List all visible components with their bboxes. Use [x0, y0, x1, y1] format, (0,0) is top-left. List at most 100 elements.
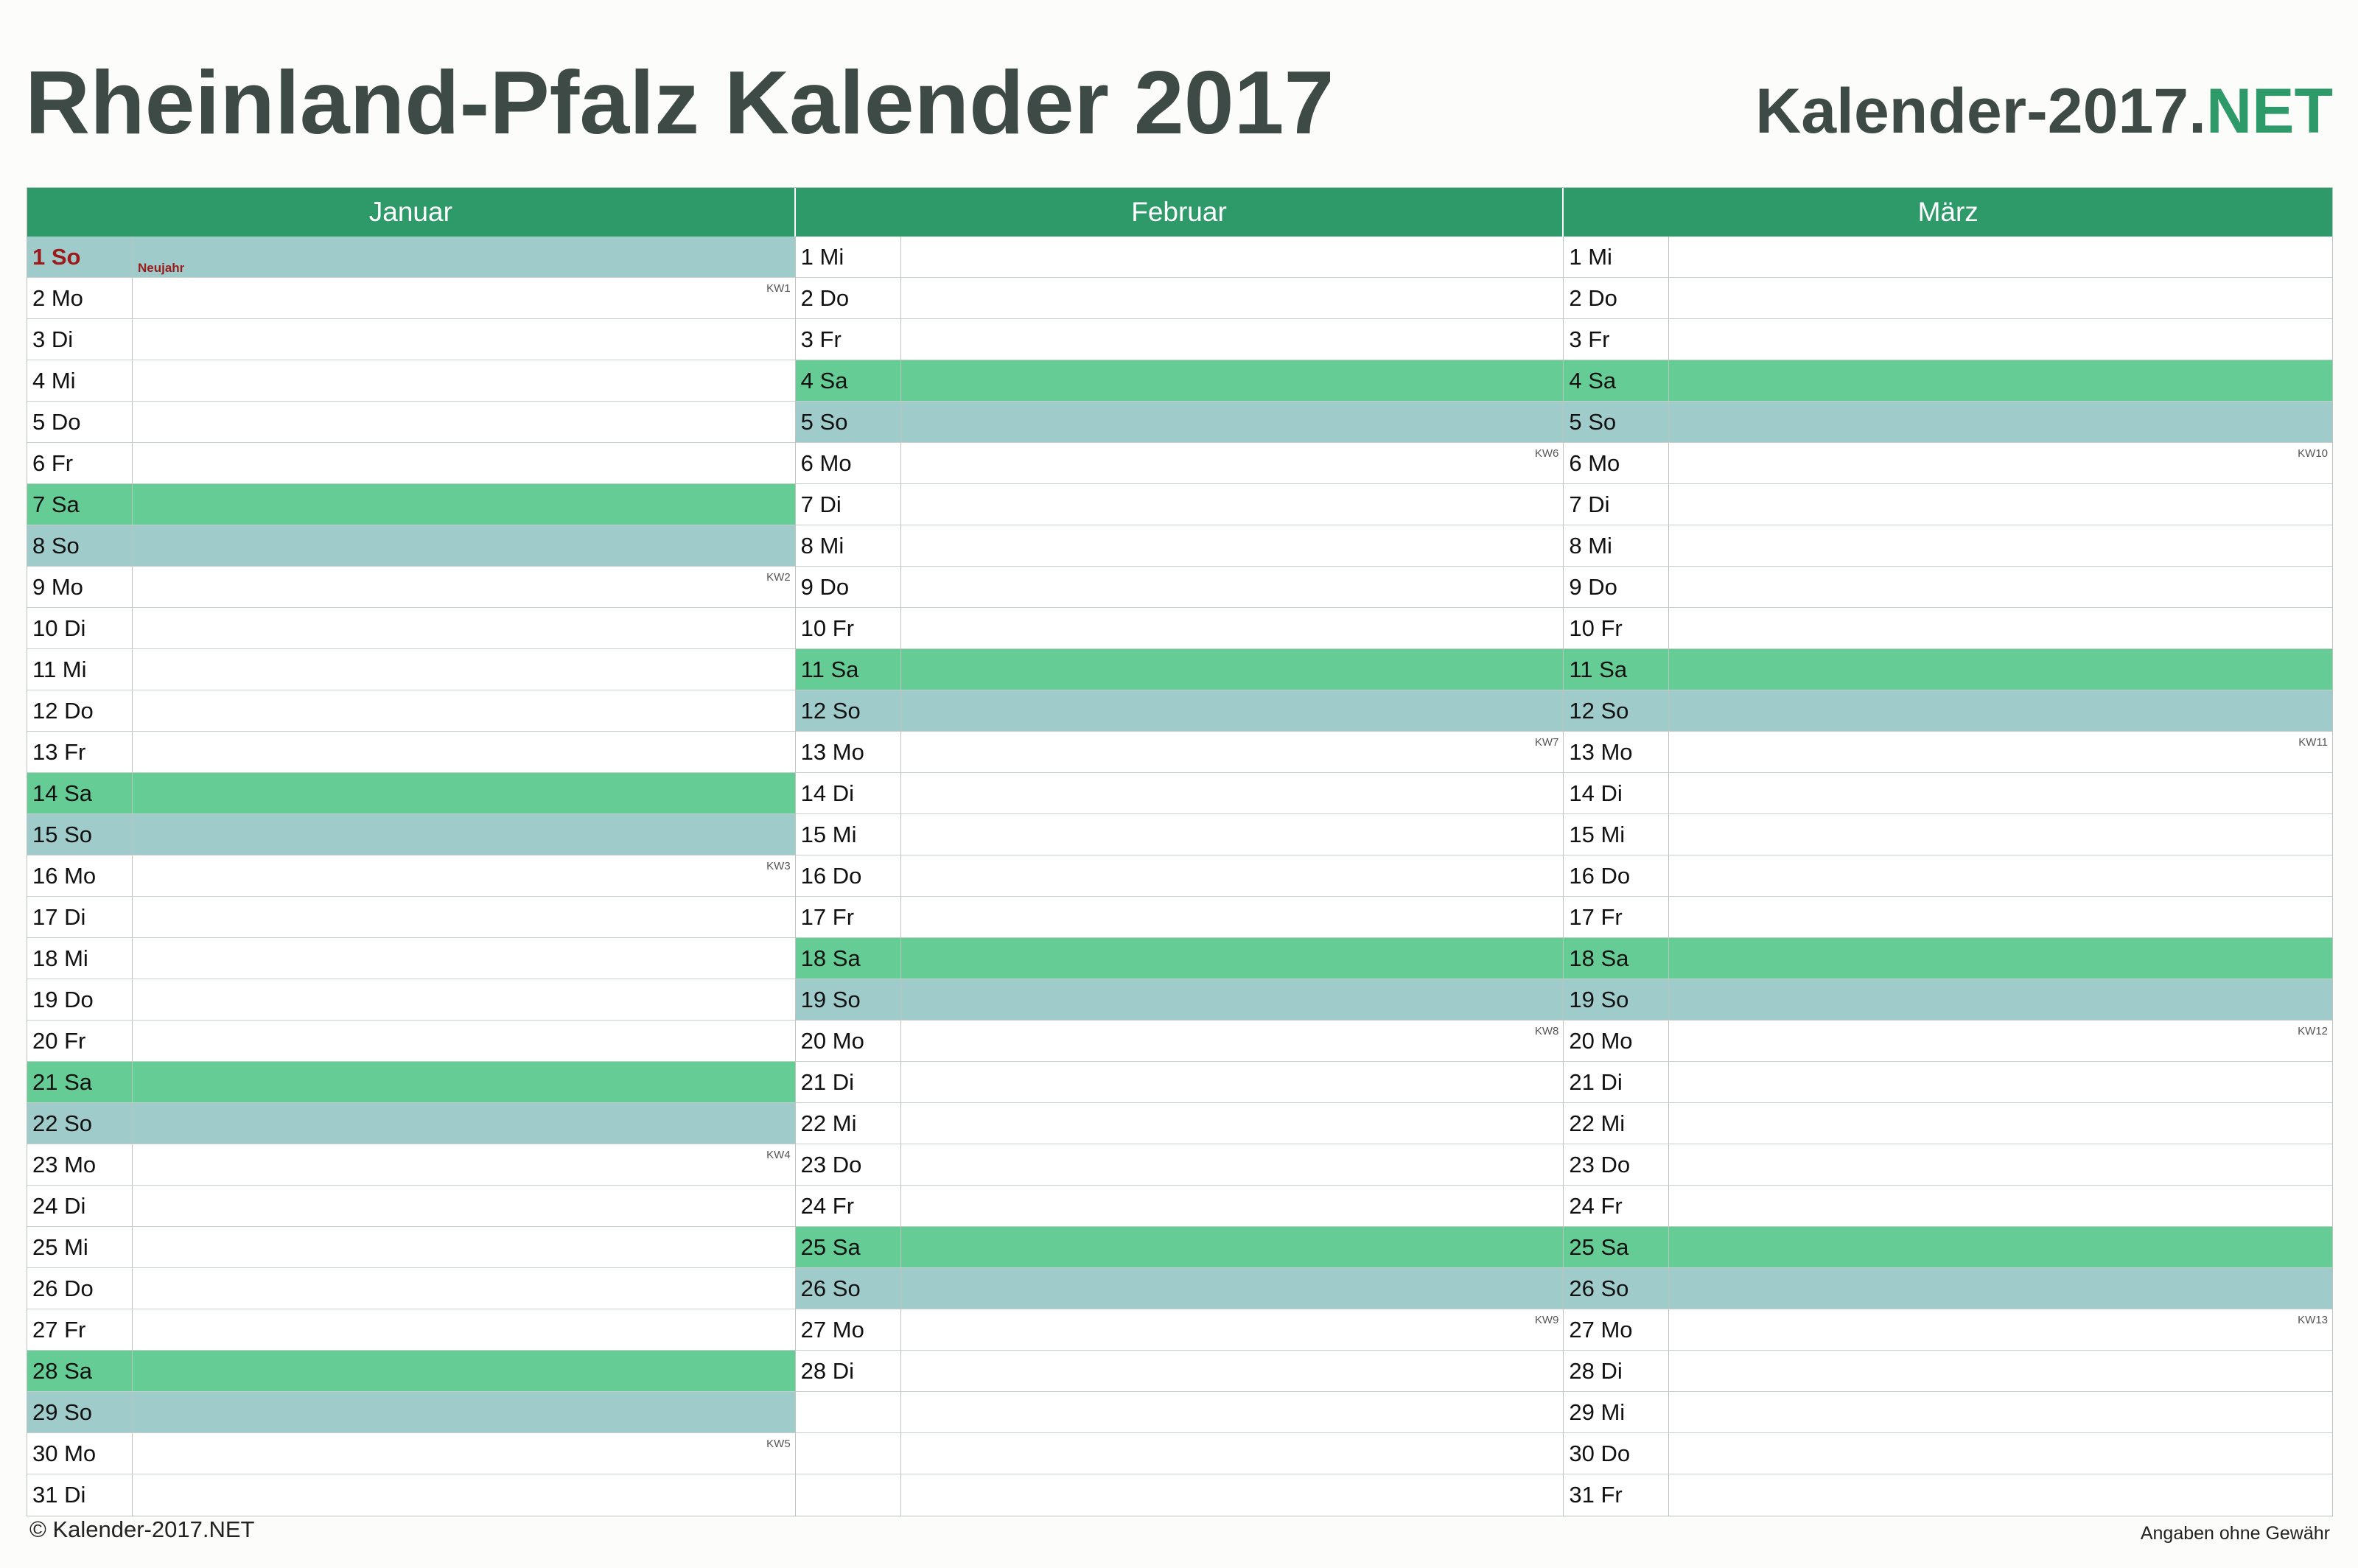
- day-note-cell[interactable]: KW6: [901, 443, 1564, 483]
- day-row: 7 Sa: [27, 484, 795, 525]
- day-label: 15 Mi: [796, 814, 901, 855]
- day-note-cell[interactable]: [133, 608, 795, 648]
- day-note-cell[interactable]: [901, 1351, 1564, 1391]
- day-note-cell[interactable]: KW3: [133, 855, 795, 896]
- day-note-cell[interactable]: Neujahr: [133, 237, 795, 277]
- day-note-cell[interactable]: [901, 855, 1564, 896]
- day-note-cell[interactable]: [133, 1021, 795, 1061]
- day-note-cell[interactable]: [133, 484, 795, 525]
- day-note-cell[interactable]: [901, 690, 1564, 731]
- day-note-cell[interactable]: KW8: [901, 1021, 1564, 1061]
- day-note-cell[interactable]: [1669, 1268, 2332, 1309]
- day-note-cell[interactable]: [133, 402, 795, 442]
- day-note-cell[interactable]: [901, 360, 1564, 401]
- day-note-cell[interactable]: [1669, 897, 2332, 937]
- day-note-cell[interactable]: KW2: [133, 567, 795, 607]
- day-note-cell[interactable]: KW5: [133, 1433, 795, 1474]
- day-note-cell[interactable]: [1669, 1351, 2332, 1391]
- day-note-cell[interactable]: [1669, 979, 2332, 1020]
- day-note-cell[interactable]: [133, 814, 795, 855]
- day-note-cell[interactable]: [901, 608, 1564, 648]
- day-note-cell[interactable]: [133, 319, 795, 360]
- day-note-cell[interactable]: [901, 814, 1564, 855]
- day-note-cell[interactable]: [133, 1062, 795, 1102]
- day-note-cell[interactable]: [901, 525, 1564, 566]
- day-note-cell[interactable]: [1669, 278, 2332, 318]
- day-note-cell[interactable]: [133, 360, 795, 401]
- day-note-cell[interactable]: [133, 690, 795, 731]
- day-note-cell[interactable]: [133, 649, 795, 690]
- day-note-cell[interactable]: [901, 1474, 1564, 1516]
- day-note-cell[interactable]: [133, 1268, 795, 1309]
- day-note-cell[interactable]: [1669, 1392, 2332, 1432]
- day-note-cell[interactable]: [1669, 319, 2332, 360]
- day-note-cell[interactable]: [901, 938, 1564, 979]
- day-note-cell[interactable]: [1669, 938, 2332, 979]
- day-note-cell[interactable]: [133, 773, 795, 813]
- day-note-cell[interactable]: [133, 938, 795, 979]
- day-note-cell[interactable]: [1669, 690, 2332, 731]
- day-note-cell[interactable]: [1669, 649, 2332, 690]
- day-note-cell[interactable]: [901, 1062, 1564, 1102]
- day-note-cell[interactable]: [901, 649, 1564, 690]
- day-note-cell[interactable]: [1669, 525, 2332, 566]
- day-note-cell[interactable]: [1669, 1433, 2332, 1474]
- day-note-cell[interactable]: [133, 1103, 795, 1144]
- day-note-cell[interactable]: [901, 1144, 1564, 1185]
- day-note-cell[interactable]: [1669, 567, 2332, 607]
- day-row: 11 Mi: [27, 649, 795, 690]
- day-note-cell[interactable]: [133, 525, 795, 566]
- day-note-cell[interactable]: [901, 319, 1564, 360]
- day-note-cell[interactable]: [133, 1392, 795, 1432]
- day-note-cell[interactable]: [133, 1227, 795, 1267]
- day-note-cell[interactable]: [1669, 1227, 2332, 1267]
- empty-day-row: [795, 1392, 1564, 1433]
- day-note-cell[interactable]: KW7: [901, 732, 1564, 772]
- day-note-cell[interactable]: [133, 1351, 795, 1391]
- day-note-cell[interactable]: [1669, 1103, 2332, 1144]
- day-note-cell[interactable]: KW1: [133, 278, 795, 318]
- day-label: 27 Mo: [1564, 1309, 1670, 1350]
- day-note-cell[interactable]: [133, 897, 795, 937]
- day-note-cell[interactable]: [1669, 402, 2332, 442]
- day-note-cell[interactable]: KW13: [1669, 1309, 2332, 1350]
- week-number: KW10: [2298, 447, 2329, 460]
- day-note-cell[interactable]: [901, 1227, 1564, 1267]
- day-note-cell[interactable]: [133, 1474, 795, 1516]
- day-note-cell[interactable]: [901, 773, 1564, 813]
- day-note-cell[interactable]: [1669, 1186, 2332, 1226]
- day-note-cell[interactable]: [1669, 814, 2332, 855]
- day-note-cell[interactable]: [1669, 608, 2332, 648]
- day-note-cell[interactable]: [901, 979, 1564, 1020]
- day-note-cell[interactable]: [1669, 1474, 2332, 1516]
- day-note-cell[interactable]: [901, 484, 1564, 525]
- day-note-cell[interactable]: KW10: [1669, 443, 2332, 483]
- day-note-cell[interactable]: [901, 1433, 1564, 1474]
- day-note-cell[interactable]: [133, 1309, 795, 1350]
- day-note-cell[interactable]: [901, 237, 1564, 277]
- day-note-cell[interactable]: [1669, 484, 2332, 525]
- day-note-cell[interactable]: KW4: [133, 1144, 795, 1185]
- day-row: 6 Mo KW6: [795, 443, 1564, 484]
- day-note-cell[interactable]: [133, 979, 795, 1020]
- day-note-cell[interactable]: [133, 1186, 795, 1226]
- day-note-cell[interactable]: [901, 897, 1564, 937]
- day-note-cell[interactable]: [901, 1186, 1564, 1226]
- day-note-cell[interactable]: [901, 402, 1564, 442]
- day-note-cell[interactable]: [901, 567, 1564, 607]
- day-note-cell[interactable]: [1669, 360, 2332, 401]
- day-note-cell[interactable]: [901, 278, 1564, 318]
- day-note-cell[interactable]: [901, 1268, 1564, 1309]
- day-note-cell[interactable]: [901, 1392, 1564, 1432]
- day-note-cell[interactable]: [1669, 237, 2332, 277]
- day-note-cell[interactable]: [133, 732, 795, 772]
- day-note-cell[interactable]: [1669, 1144, 2332, 1185]
- day-note-cell[interactable]: [1669, 773, 2332, 813]
- day-note-cell[interactable]: KW12: [1669, 1021, 2332, 1061]
- day-note-cell[interactable]: [901, 1103, 1564, 1144]
- day-note-cell[interactable]: [133, 443, 795, 483]
- day-note-cell[interactable]: KW11: [1669, 732, 2332, 772]
- day-note-cell[interactable]: [1669, 855, 2332, 896]
- day-note-cell[interactable]: [1669, 1062, 2332, 1102]
- day-note-cell[interactable]: KW9: [901, 1309, 1564, 1350]
